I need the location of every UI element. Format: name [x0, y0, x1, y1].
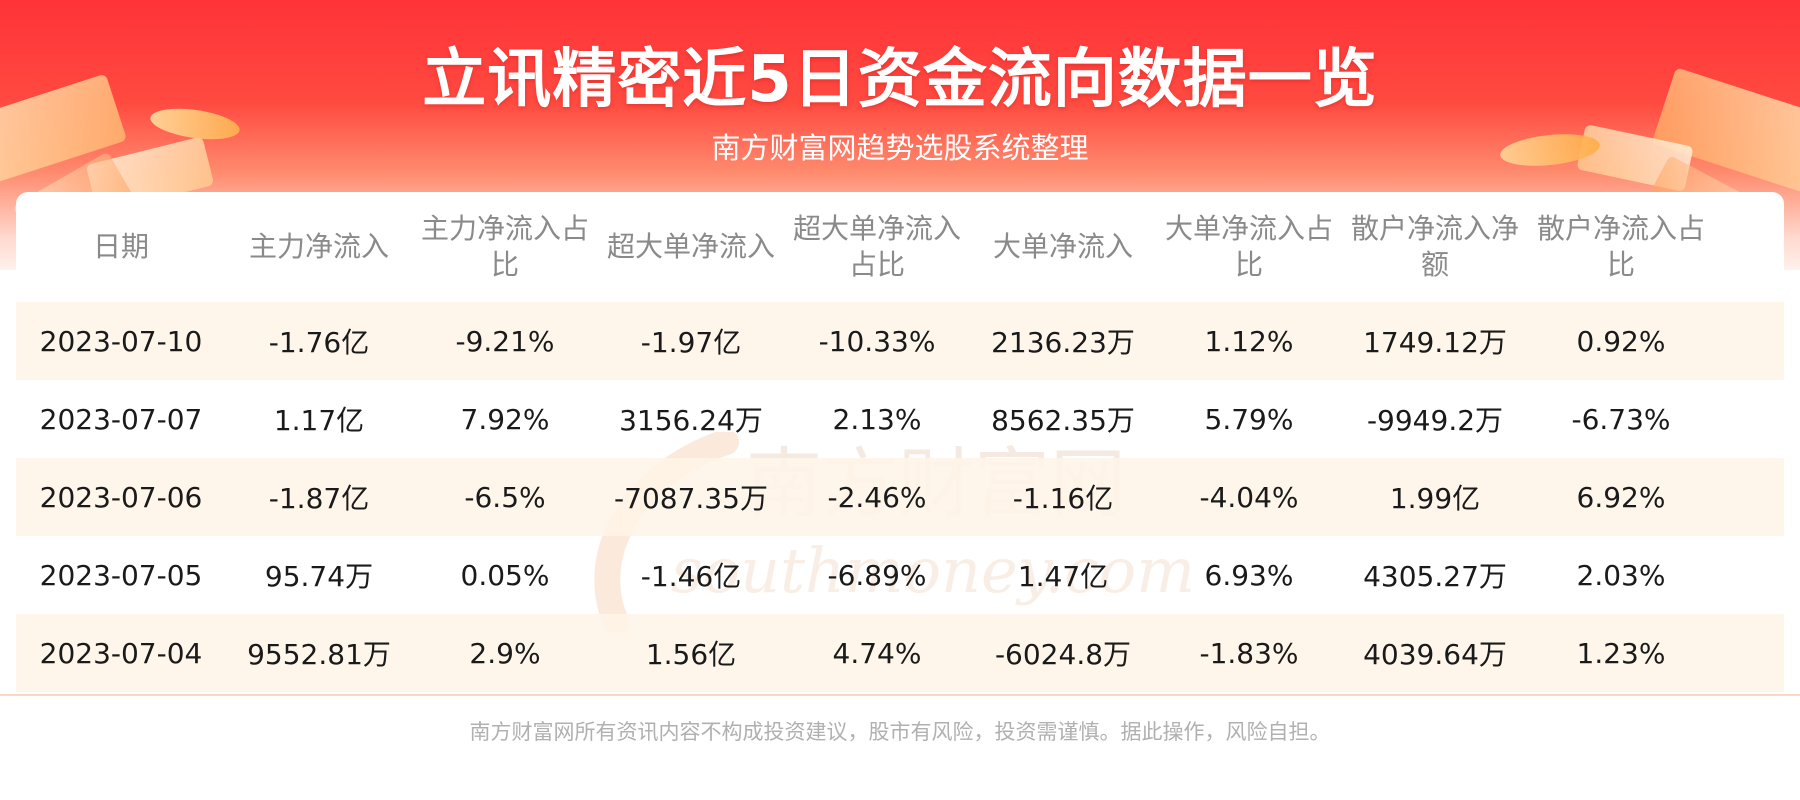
spacer-cell: [1714, 302, 1784, 380]
spacer-cell: [1714, 380, 1784, 458]
column-header: 大单净流入占比: [1164, 212, 1333, 281]
table-cell: 7.92%: [460, 402, 550, 436]
spacer-cell: [1714, 614, 1784, 692]
table-row: 2023-07-07 1.17亿 7.92% 3156.24万 2.13% 85…: [16, 380, 1784, 458]
footer-disclaimer: 南方财富网所有资讯内容不构成投资建议，股市有风险，投资需谨慎。据此操作，风险自担…: [469, 720, 1331, 744]
table-cell: 2136.23万: [970, 302, 1156, 380]
table-cell: -1.97亿: [598, 302, 784, 380]
spacer-cell: [1714, 192, 1784, 302]
table-header-row: 日期 主力净流入 主力净流入占比 超大单净流入 超大单净流入占比 大单净流入 大…: [16, 192, 1784, 302]
table-cell: 2023-07-07: [39, 402, 203, 436]
table-cell: -1.87亿: [226, 458, 412, 536]
table-cell: 6.92%: [1528, 458, 1714, 536]
table-row: 2023-07-05 95.74万 0.05% -1.46亿 -6.89% 1.…: [16, 536, 1784, 614]
column-header: 散户净流入占比: [1536, 212, 1705, 281]
table-cell: 4305.27万: [1363, 560, 1507, 593]
table-cell: 6.93%: [1204, 558, 1294, 592]
table-cell: 2023-07-04: [16, 614, 226, 692]
watermark-en: southmoney.com: [671, 534, 1195, 607]
data-panel: 南方财富网 southmoney.com 日期 主力净流入 主力净流入占比 超大…: [16, 192, 1784, 695]
column-header: 大单净流入: [992, 230, 1133, 263]
footer-divider: [0, 694, 1800, 696]
table-cell: -4.04%: [1156, 458, 1342, 536]
page-subtitle: 南方财富网趋势选股系统整理: [711, 131, 1089, 165]
table-cell: -1.46亿: [640, 560, 742, 593]
table-cell: -6.5%: [412, 458, 598, 536]
table-cell: 4039.64万: [1342, 614, 1528, 692]
column-header: 主力净流入占比: [420, 212, 589, 281]
table-cell: -9949.2万: [1366, 404, 1504, 437]
table-cell: 2.9%: [412, 614, 598, 692]
table-cell: 4.74%: [784, 614, 970, 692]
page-title: 立讯精密近5日资金流向数据一览: [422, 43, 1378, 117]
table-cell: -1.16亿: [970, 458, 1156, 536]
table-cell: 2.13%: [832, 402, 922, 436]
table-cell: -1.76亿: [226, 302, 412, 380]
table-row: 2023-07-10 -1.76亿 -9.21% -1.97亿 -10.33% …: [16, 302, 1784, 380]
table-cell: 8562.35万: [991, 404, 1135, 437]
column-header: 超大单净流入占比: [792, 212, 961, 281]
table-row: 2023-07-06 -1.87亿 -6.5% -7087.35万 -2.46%…: [16, 458, 1784, 536]
table-cell: 1.23%: [1528, 614, 1714, 692]
table-cell: -2.46%: [784, 458, 970, 536]
table-cell: 1749.12万: [1342, 302, 1528, 380]
column-header: 超大单净流入: [606, 230, 775, 263]
table-cell: 1.12%: [1156, 302, 1342, 380]
table-cell: 2023-07-06: [16, 458, 226, 536]
table-cell: -6024.8万: [970, 614, 1156, 692]
spacer-cell: [1714, 536, 1784, 614]
table-cell: -6.73%: [1571, 402, 1671, 436]
table-cell: 1.17亿: [273, 404, 365, 437]
table-cell: 1.47亿: [1017, 560, 1109, 593]
table-cell: -10.33%: [784, 302, 970, 380]
table-cell: 1.99亿: [1342, 458, 1528, 536]
table-cell: 5.79%: [1204, 402, 1294, 436]
column-header: 日期: [92, 230, 149, 263]
table-cell: 2023-07-05: [39, 558, 203, 592]
table-cell: 95.74万: [264, 560, 374, 593]
table-cell: -6.89%: [827, 558, 927, 592]
table-cell: -9.21%: [412, 302, 598, 380]
table-cell: 3156.24万: [619, 404, 763, 437]
table-cell: 9552.81万: [226, 614, 412, 692]
table-cell: -1.83%: [1156, 614, 1342, 692]
table-cell: 1.56亿: [598, 614, 784, 692]
column-header: 散户净流入净额: [1350, 212, 1519, 281]
table-cell: 0.92%: [1528, 302, 1714, 380]
fund-flow-table: 日期 主力净流入 主力净流入占比 超大单净流入 超大单净流入占比 大单净流入 大…: [16, 192, 1784, 692]
spacer-cell: [1714, 458, 1784, 536]
table-cell: -7087.35万: [598, 458, 784, 536]
table-row: 2023-07-04 9552.81万 2.9% 1.56亿 4.74% -60…: [16, 614, 1784, 692]
table-cell: 2023-07-10: [16, 302, 226, 380]
table-cell: 2.03%: [1576, 558, 1666, 592]
table-cell: 0.05%: [460, 558, 550, 592]
column-header: 主力净流入: [248, 230, 389, 263]
